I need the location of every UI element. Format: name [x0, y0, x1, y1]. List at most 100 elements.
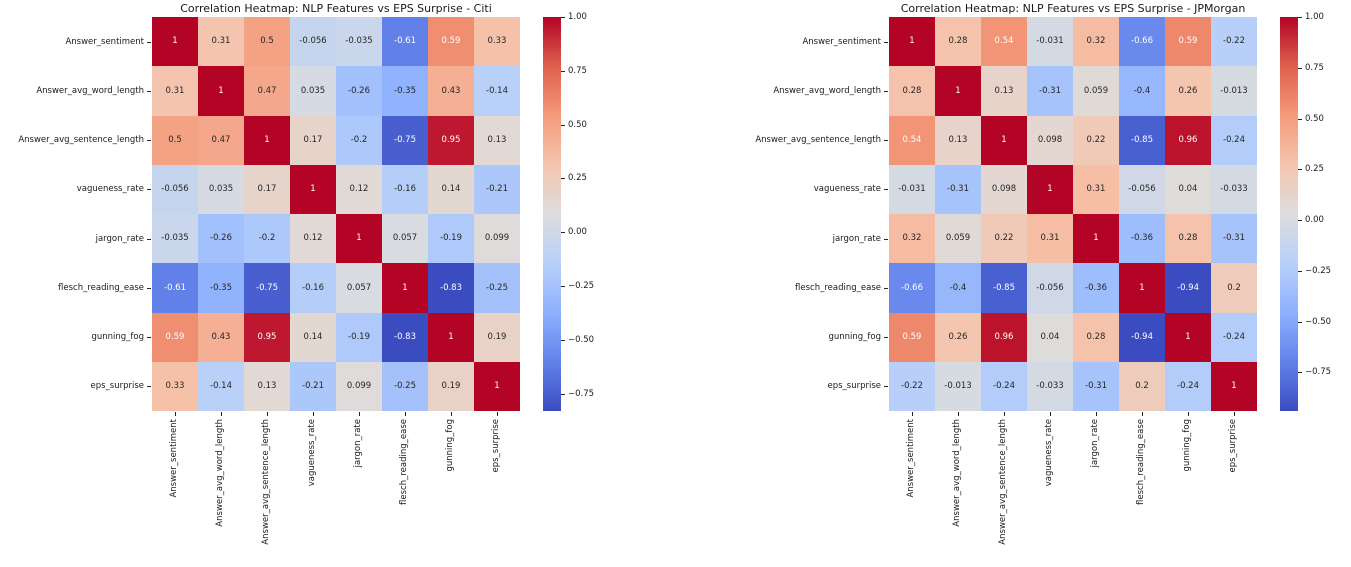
heatmap-cell: 0.035: [290, 66, 336, 116]
col-label: jargon_rate: [1090, 419, 1101, 468]
heatmap-cell: 0.099: [474, 214, 520, 264]
heatmap-cell: 0.33: [152, 361, 198, 411]
row-label: eps_surprise: [827, 381, 881, 392]
x-axis-tick: [912, 412, 913, 416]
heatmap-cell: -0.24: [1211, 115, 1257, 165]
heatmap-cell: -0.36: [1073, 263, 1119, 313]
heatmap-cell: 0.32: [1073, 17, 1119, 67]
heatmap-cell: 0.95: [244, 312, 290, 362]
heatmap-cell: 1: [935, 66, 981, 116]
heatmap-cell: 0.28: [889, 66, 935, 116]
col-label: gunning_fog: [1182, 419, 1193, 472]
heatmap-cell: -0.013: [935, 361, 981, 411]
heatmap-cell: 0.32: [889, 214, 935, 264]
heatmap-cell: -0.25: [382, 361, 428, 411]
row-label: flesch_reading_ease: [58, 282, 144, 293]
heatmap-cell: 0.59: [152, 312, 198, 362]
x-axis-tick: [451, 412, 452, 416]
heatmap-cell: 0.43: [428, 66, 474, 116]
heatmap-cell: 0.13: [244, 361, 290, 411]
colorbar-tick-label: −0.25: [1305, 265, 1332, 276]
heatmap-cell: -0.66: [889, 263, 935, 313]
y-axis-tick: [884, 41, 888, 43]
colorbar-tick: [1298, 372, 1302, 374]
colorbar-tick-label: 0.00: [1305, 215, 1324, 226]
heatmap-cell: 1: [1165, 312, 1211, 362]
heatmap-cell: -0.19: [428, 214, 474, 264]
x-axis-tick: [1050, 412, 1051, 416]
x-axis-tick: [1142, 412, 1143, 416]
colorbar-tick-label: −0.25: [568, 281, 595, 292]
heatmap-cell: 0.31: [152, 66, 198, 116]
row-label: gunning_fog: [91, 332, 144, 343]
heatmap-cell: -0.2: [244, 214, 290, 264]
row-label: Answer_sentiment: [65, 36, 144, 47]
colorbar-tick-label: 0.00: [568, 227, 587, 238]
heatmap-cell: 0.59: [1165, 17, 1211, 67]
heatmap-cell: 0.14: [290, 312, 336, 362]
colorbar-tick: [561, 339, 565, 341]
colorbar-tick: [561, 286, 565, 288]
heatmap-cell: -0.22: [1211, 17, 1257, 67]
colorbar-tick-label: −0.50: [568, 334, 595, 345]
heatmap-cell: 0.12: [290, 214, 336, 264]
y-axis-tick: [147, 238, 151, 240]
y-axis-tick: [147, 386, 151, 388]
row-label: eps_surprise: [90, 381, 144, 392]
heatmap-cell: 1: [428, 312, 474, 362]
y-axis-tick: [884, 287, 888, 289]
heatmap-cell: -0.94: [1119, 312, 1165, 362]
heatmap-cell: 1: [244, 115, 290, 165]
heatmap-cell: 1: [1027, 164, 1073, 214]
heatmap-cell: 0.13: [981, 66, 1027, 116]
col-label: vagueness_rate: [1044, 419, 1055, 487]
y-axis-tick: [147, 90, 151, 92]
heatmap-cell: 0.33: [474, 17, 520, 67]
y-axis-tick: [147, 287, 151, 289]
heatmap-cell: 0.17: [290, 115, 336, 165]
heatmap-cell: -0.85: [981, 263, 1027, 313]
heatmap-cell: 0.19: [474, 312, 520, 362]
heatmap-cell: 1: [382, 263, 428, 313]
colorbar-tick: [1298, 270, 1302, 272]
x-axis-tick: [221, 412, 222, 416]
colorbar-tick: [561, 393, 565, 395]
heatmap-cell: 0.59: [889, 312, 935, 362]
heatmap-cell: -0.035: [152, 214, 198, 264]
heatmap-cell: -0.14: [474, 66, 520, 116]
col-label: eps_surprise: [1228, 419, 1239, 473]
row-label: gunning_fog: [828, 332, 881, 343]
heatmap-cell: -0.056: [152, 164, 198, 214]
heatmap-cell: -0.24: [981, 361, 1027, 411]
row-label: Answer_avg_sentence_length: [755, 135, 881, 146]
x-axis-tick: [1188, 412, 1189, 416]
heatmap-cell: -0.24: [1165, 361, 1211, 411]
heatmap-cell: 0.2: [1119, 361, 1165, 411]
x-axis-tick: [267, 412, 268, 416]
heatmap-cell: -0.16: [382, 164, 428, 214]
y-axis-tick: [884, 337, 888, 339]
heatmap-cell: -0.056: [1027, 263, 1073, 313]
heatmap-cell: -0.83: [428, 263, 474, 313]
heatmap-cell: 0.098: [1027, 115, 1073, 165]
heatmap-cell: 0.17: [244, 164, 290, 214]
heatmap-cell: 0.5: [152, 115, 198, 165]
colorbar: [1280, 17, 1298, 411]
heatmap-cell: -0.66: [1119, 17, 1165, 67]
y-axis-tick: [147, 337, 151, 339]
col-label: Answer_sentiment: [906, 419, 917, 498]
heatmap-cell: -0.14: [198, 361, 244, 411]
colorbar-tick: [561, 124, 565, 126]
heatmap-cell: 1: [336, 214, 382, 264]
colorbar: [543, 17, 561, 411]
colorbar-tick-label: 0.75: [1305, 62, 1324, 73]
heatmap-cell: -0.61: [382, 17, 428, 67]
heatmap-cell: -0.056: [1119, 164, 1165, 214]
colorbar-tick: [1298, 17, 1302, 18]
colorbar-tick-label: 0.50: [1305, 113, 1324, 124]
row-label: Answer_avg_sentence_length: [18, 135, 144, 146]
colorbar-tick: [561, 17, 565, 18]
heatmap-cell: 0.059: [1073, 66, 1119, 116]
col-label: Answer_avg_word_length: [952, 419, 963, 527]
